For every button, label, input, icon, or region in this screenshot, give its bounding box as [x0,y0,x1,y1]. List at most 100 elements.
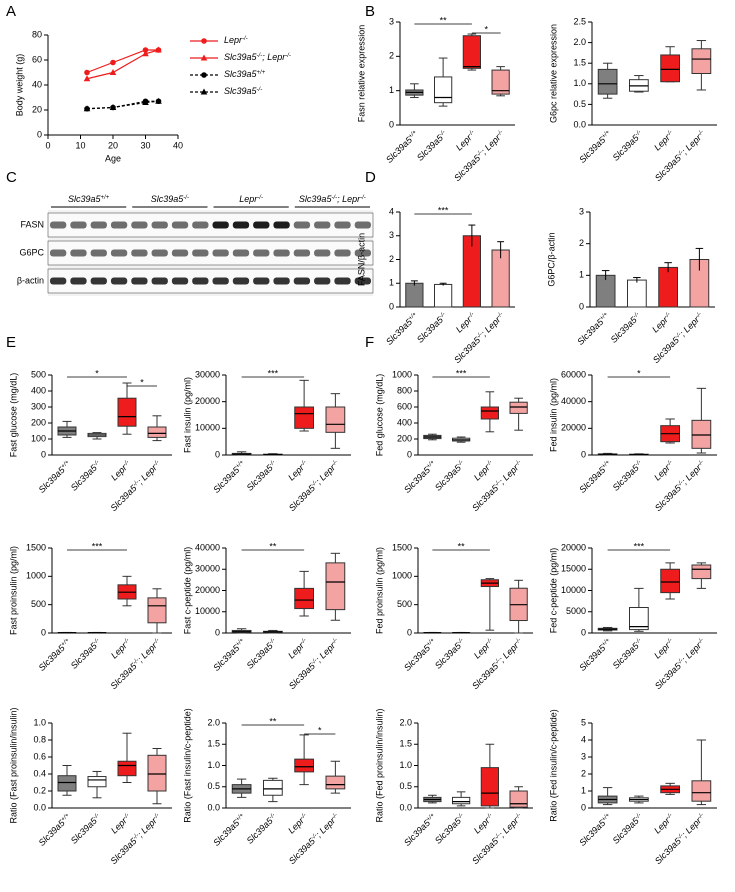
x-tick-label: 40 [173,140,183,150]
blot-band [192,221,209,229]
x-tick-label: Slc39a5+/+ [402,812,439,849]
marker [84,69,90,76]
marker [155,97,162,104]
blot-band [171,249,189,257]
x-tick-label: Slc39a5-/-; Lepr-/- [470,459,524,513]
blot-band [192,249,209,257]
x-tick-label: Slc39a5-/-; Lepr-/- [470,812,524,866]
y-axis-label: G6pc relative expression [548,24,558,123]
x-tick-label: Slc39a5-/- [611,129,645,163]
x-tick-label: Slc39a5+/+ [578,812,615,849]
y-tick-label: 0.4 [33,768,46,778]
blot-band [50,249,67,257]
marker [110,59,116,66]
x-tick-label: Slc39a5-/- [609,311,643,345]
significance-label: * [95,368,99,378]
legend-marker [200,88,208,95]
x-tick-label: Slc39a5+/+ [578,637,615,674]
box [325,775,346,790]
blot-band [354,221,371,229]
x-tick-label: Lepr-/- [652,812,676,836]
x-tick-label: Lepr-/- [454,129,478,153]
y-tick-label: 1 [389,85,394,95]
y-tick-label: 0.0 [573,119,586,129]
blot-band [293,277,311,285]
x-tick-label: Slc39a5-/- [69,812,103,846]
x-tick-label: Slc39a5+/+ [37,459,74,496]
y-tick-label: 200 [397,433,412,443]
y-tick-label: 0 [41,627,46,637]
marker [142,99,149,105]
box [597,68,618,95]
bar [627,279,647,308]
box [480,767,499,807]
blot-group: Slc39a5+/+ [68,194,110,204]
y-tick-label: 1500 [26,542,46,552]
y-tick-label: 5 [581,717,586,727]
x-tick-label: 10 [75,140,85,150]
y-tick-label: 2 [579,238,584,248]
significance-label: ** [458,541,466,551]
series-line [86,49,159,80]
x-tick-label: Slc39a5-/- [433,812,467,846]
x-tick-label: Slc39a5-/- [245,459,279,493]
y-axis-label: FASN/β-actin [356,233,366,286]
x-tick-label: Slc39a5-/- [69,637,103,671]
y-tick-label: 1 [581,785,586,795]
x-tick-label: Slc39a5+/+ [212,637,249,674]
panel-label: F [365,334,374,351]
blot-band [70,249,87,257]
y-tick-label: 1000 [26,571,46,581]
y-tick-label: 600 [397,401,412,411]
y-tick-label: 0.6 [33,751,46,761]
y-tick-label: 3 [579,206,584,216]
y-tick-label: 10000 [195,423,220,433]
y-tick-label: 1000 [392,571,412,581]
y-tick-label: 40000 [561,396,586,406]
y-axis-label: Fed glucose (mg/dL) [374,374,384,457]
blot-band [253,277,270,285]
y-tick-label: 3 [389,16,394,26]
y-tick-label: 500 [397,599,412,609]
x-tick-label: Lepr-/- [472,812,496,836]
box [509,790,528,808]
y-tick-label: 0.5 [207,781,220,791]
y-tick-label: 20000 [195,585,220,595]
y-tick-label: 2.5 [573,16,586,26]
x-tick-label: Slc39a5+/+ [578,129,615,166]
panel-label: A [6,3,16,20]
x-tick-label: Lepr-/- [286,459,310,483]
y-tick-label: 40000 [195,542,220,552]
y-tick-label: 0 [407,449,412,459]
y-tick-label: 1.0 [33,717,46,727]
y-tick-label: 0 [581,627,586,637]
y-tick-label: 20 [32,104,42,114]
legend-label: Slc39a5-/- [224,86,262,96]
y-tick-label: 0 [581,449,586,459]
x-tick-label: Slc39a5+/+ [402,459,439,496]
blot-band [151,277,168,285]
y-tick-label: 1500 [392,542,412,552]
y-axis-label: Ratio (Fast proinsulin/insulin) [8,707,18,823]
box [691,780,712,802]
x-tick-label: Slc39a5-/- [415,129,449,163]
y-tick-label: 20000 [195,396,220,406]
y-tick-label: 1 [579,270,584,280]
blot-group: Lepr-/- [239,194,263,204]
y-axis-label: Fed c-peptide (pg/ml) [548,548,558,634]
y-axis-label: Ratio (Fed proinsulin/insulin) [374,708,384,822]
y-tick-label: 1.0 [399,760,412,770]
significance-label: * [484,24,488,34]
y-tick-label: 500 [31,599,46,609]
y-tick-label: 0 [581,802,586,812]
y-tick-label: 0 [37,129,42,139]
x-tick-label: Slc39a5+/+ [384,311,421,348]
y-tick-label: 4 [581,734,586,744]
x-tick-label: Lepr-/- [472,637,496,661]
y-tick-label: 30000 [195,564,220,574]
bar [658,266,678,308]
series-line [86,100,159,110]
significance-label: *** [456,368,467,378]
x-tick-label: Lepr-/- [652,459,676,483]
significance-label: ** [269,541,277,551]
